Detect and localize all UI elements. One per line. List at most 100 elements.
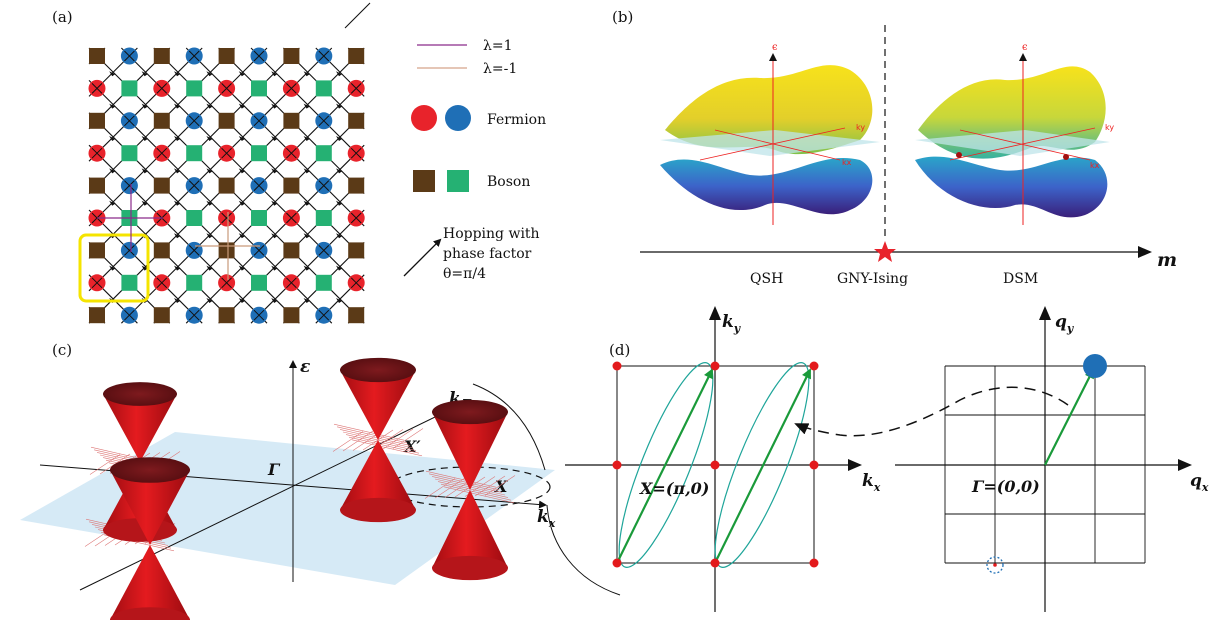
hopping-arrowhead (109, 71, 116, 77)
hopping-arrowhead (303, 265, 310, 271)
hopping-arrowhead (336, 136, 342, 141)
hopping-arrowhead (238, 168, 245, 174)
hopping-bond (185, 144, 365, 324)
boson-brown-site (89, 48, 105, 64)
high-symmetry-point (612, 558, 622, 568)
boson-green-site (186, 210, 203, 226)
site-crossing (124, 115, 135, 127)
legend-hopping-3: θ=π/4 (443, 266, 486, 282)
site-crossing (318, 245, 330, 256)
site-crossing (124, 180, 135, 191)
hopping-arrowhead (238, 298, 245, 303)
cone-xprime-upper-rim (340, 357, 416, 383)
legend-boson: Boson (487, 174, 530, 190)
c-xprime-label: X′ (403, 437, 421, 456)
d-left-ky-label: ky (722, 312, 742, 335)
site-crossing (221, 212, 232, 224)
boson-brown-site (153, 112, 170, 129)
site-crossing (91, 277, 103, 289)
site-crossing (156, 147, 168, 159)
boson-green-site (251, 145, 267, 162)
unit-cell-highlight (78, 233, 150, 303)
site-crossing (253, 309, 265, 321)
zone-grid-line (382, 428, 414, 450)
zone-grid-line (333, 423, 405, 441)
hopping-arrowhead (336, 103, 342, 109)
site-crossing (350, 83, 362, 94)
zone-grid-line (345, 434, 417, 451)
hopping-arrowhead (141, 71, 148, 77)
legend-fermion: Fermion (487, 112, 546, 128)
panel-c-tag: (c) (52, 341, 72, 359)
panel-d: (d) kx ky X=(π,0) qx qy (565, 306, 1209, 612)
zone-grid-line (443, 486, 515, 504)
critical-point-star (874, 241, 896, 262)
boson-green-site (251, 210, 267, 226)
qsh-band-structure: ϵ ky kx (660, 42, 880, 225)
d-right-qx-label: qx (1190, 471, 1209, 494)
hopping-arrowhead (174, 298, 180, 303)
boson-brown-site (348, 242, 365, 259)
site-crossing (350, 147, 362, 159)
zoom-connector-top (472, 383, 546, 471)
zone-grid-line (336, 426, 408, 444)
hopping-arrowhead (206, 298, 213, 303)
legend-fermion-blue (445, 105, 471, 131)
boson-green-site (315, 145, 332, 162)
boson-brown-site (153, 242, 170, 259)
site-crossing (156, 83, 168, 94)
site-crossing (124, 50, 135, 62)
site-crossing (286, 212, 297, 224)
legend-fermion-red (411, 105, 437, 131)
hopping-arrowhead (303, 71, 310, 77)
qsh-upper-band (665, 65, 873, 155)
cone-left-front-upper-rim (110, 457, 190, 483)
hopping-arrowhead (238, 103, 245, 109)
hopping-arrowhead (206, 136, 213, 141)
boson-green-site (315, 210, 332, 226)
panel-b: (b) ϵ ky kx ϵ ky kx (612, 8, 1177, 287)
high-symmetry-point (710, 558, 720, 568)
hopping-arrowhead (141, 265, 148, 271)
high-symmetry-point (612, 460, 622, 470)
dsm-band-structure: ϵ ky kx (915, 42, 1114, 225)
site-crossing (221, 147, 232, 159)
hopping-arrowhead (271, 233, 278, 239)
boson-brown-site (348, 112, 365, 129)
site-crossing (221, 277, 232, 289)
legend-lambda-pos: λ=1 (483, 38, 513, 54)
hopping-arrowhead (141, 200, 148, 206)
hopping-arrowhead (303, 298, 310, 303)
zone-grid-line (425, 470, 497, 488)
dirac-cones (84, 357, 516, 620)
dsm-ky-label: ky (1105, 123, 1114, 132)
hopping-arrowhead (336, 233, 342, 239)
d-left-nesting-arrow-2 (714, 368, 811, 564)
hopping-arrowhead (303, 200, 310, 206)
hopping-arrowhead (303, 103, 310, 109)
hopping-arrowhead (141, 103, 148, 109)
hopping-arrowhead (206, 168, 213, 174)
boson-green-site (315, 274, 332, 291)
boson-brown-site (283, 48, 300, 64)
hopping-arrowhead (109, 103, 116, 109)
hopping-arrowhead (336, 71, 342, 77)
boson-green-site (121, 274, 138, 291)
site-crossing (253, 115, 265, 127)
cone-xprime-lower-rim (340, 497, 416, 523)
panel-d-tag: (d) (609, 341, 630, 359)
hopping-arrowhead (271, 136, 278, 141)
site-crossing (253, 50, 265, 62)
cone-xprime-lower-body (340, 440, 416, 510)
high-symmetry-point (710, 460, 720, 470)
hopping-arrowhead (303, 168, 310, 174)
boson-green-site (121, 145, 138, 162)
boson-green-site (121, 80, 138, 97)
zone-grid-line (437, 481, 509, 498)
cone-left-back-upper-body (103, 394, 177, 462)
site-crossing (156, 277, 168, 289)
boson-brown-site (153, 48, 170, 64)
d-left-nesting-arrow-1 (616, 368, 713, 564)
d-left-ellipse-2 (714, 362, 810, 568)
